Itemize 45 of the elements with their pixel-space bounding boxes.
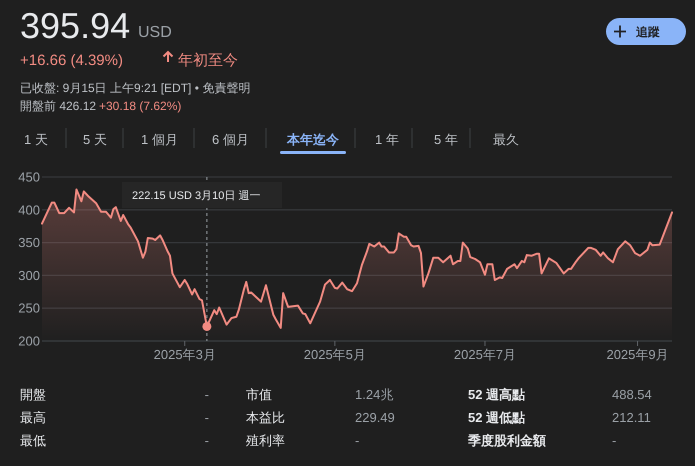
text: 殖利率	[246, 433, 285, 448]
y-tick-label: 250	[18, 300, 40, 316]
y-tick-label: 300	[18, 268, 40, 283]
text: 已收盤: 9月15日 上午9:21 [EDT] • 免責聲明	[20, 81, 250, 95]
text: -	[612, 433, 616, 448]
text: 1.24兆	[355, 387, 394, 402]
text: 6 個月	[212, 132, 249, 147]
text: +30.18 (7.62%)	[99, 99, 182, 113]
text: 488.54	[612, 387, 652, 402]
text: 開盤前 426.12	[20, 99, 96, 113]
y-tick-label: 450	[18, 170, 40, 184]
text: 212.11	[612, 410, 651, 425]
text: -	[355, 433, 360, 448]
annotation: 222.15 USD 3月10日 週一	[132, 190, 260, 202]
chart-title: 395.94	[20, 5, 130, 46]
text: 市值	[246, 387, 272, 402]
text: 5 天	[83, 132, 107, 147]
text: 5 年	[434, 132, 458, 147]
text: 52 週高點	[468, 387, 526, 402]
text: 年初至今	[178, 52, 238, 69]
text: 52 週低點	[468, 410, 526, 425]
text: USD	[138, 24, 172, 41]
y-tick-label: 200	[18, 334, 40, 348]
text: 最久	[493, 132, 519, 147]
y-tick-label: 350	[18, 235, 40, 250]
text: 1 天	[24, 132, 48, 147]
text: 最低	[20, 433, 46, 448]
x-tick-label: 2025年3月	[154, 347, 216, 362]
text: 本年迄今	[286, 132, 340, 147]
text: -	[204, 433, 209, 448]
text: -	[204, 387, 209, 402]
text: +16.66 (4.39%)	[20, 52, 123, 69]
x-tick-label: 2025年9月	[606, 347, 669, 362]
text: 最高	[20, 410, 46, 425]
y-tick-label: 400	[18, 202, 40, 218]
text: -	[204, 410, 209, 425]
text: 1 個月	[141, 132, 178, 147]
x-tick-label: 2025年7月	[454, 347, 516, 362]
text: 追蹤	[635, 25, 660, 39]
text: 季度股利金額	[467, 433, 546, 448]
text: 本益比	[246, 410, 285, 425]
text: 229.49	[355, 410, 395, 425]
text: 1 年	[375, 132, 399, 147]
text: 開盤	[20, 387, 46, 402]
x-tick-label: 2025年5月	[304, 347, 366, 362]
